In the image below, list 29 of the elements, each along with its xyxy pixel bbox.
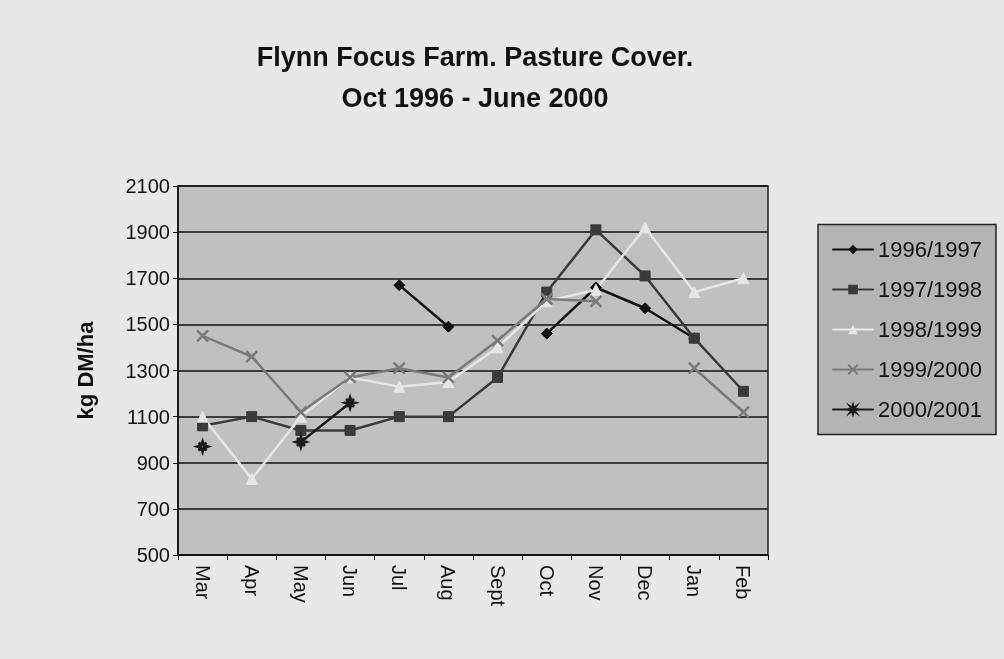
x-tick-label: Jan xyxy=(683,565,706,598)
x-tick-label: Mar xyxy=(191,565,214,600)
x-tick-label: Nov xyxy=(584,565,607,601)
y-tick-label: 1300 xyxy=(125,359,170,382)
x-tick-label: Feb xyxy=(732,565,755,600)
legend-label: 1999/2000 xyxy=(878,357,982,382)
x-tick-label: May xyxy=(289,565,312,603)
x-tick-label: Dec xyxy=(634,565,657,601)
y-tick-label: 1700 xyxy=(125,267,170,290)
legend-label: 1997/1998 xyxy=(878,277,982,302)
y-tick-label: 1900 xyxy=(125,221,170,244)
x-tick-label: Jul xyxy=(388,565,411,591)
x-tick-label: Oct xyxy=(535,565,558,597)
x-tick-label: Sept xyxy=(486,565,509,607)
y-tick-label: 900 xyxy=(136,451,170,474)
y-axis-title: kg DM/ha xyxy=(72,320,98,420)
x-tick-label: Apr xyxy=(240,565,263,597)
chart-subtitle: Oct 1996 - June 2000 xyxy=(341,82,609,113)
y-tick-label: 1500 xyxy=(125,313,170,336)
y-tick-label: 700 xyxy=(136,497,170,520)
y-tick-label: 2100 xyxy=(125,175,170,197)
legend-label: 1996/1997 xyxy=(878,237,982,262)
x-tick-label: Jun xyxy=(339,565,362,598)
x-tick-label: Aug xyxy=(437,565,460,601)
y-tick-label: 1100 xyxy=(126,405,170,428)
legend-label: 2000/2001 xyxy=(878,397,982,422)
y-tick-label: 500 xyxy=(136,544,170,566)
legend-label: 1998/1999 xyxy=(878,317,982,342)
chart-title: Flynn Focus Farm. Pasture Cover. xyxy=(256,41,694,72)
